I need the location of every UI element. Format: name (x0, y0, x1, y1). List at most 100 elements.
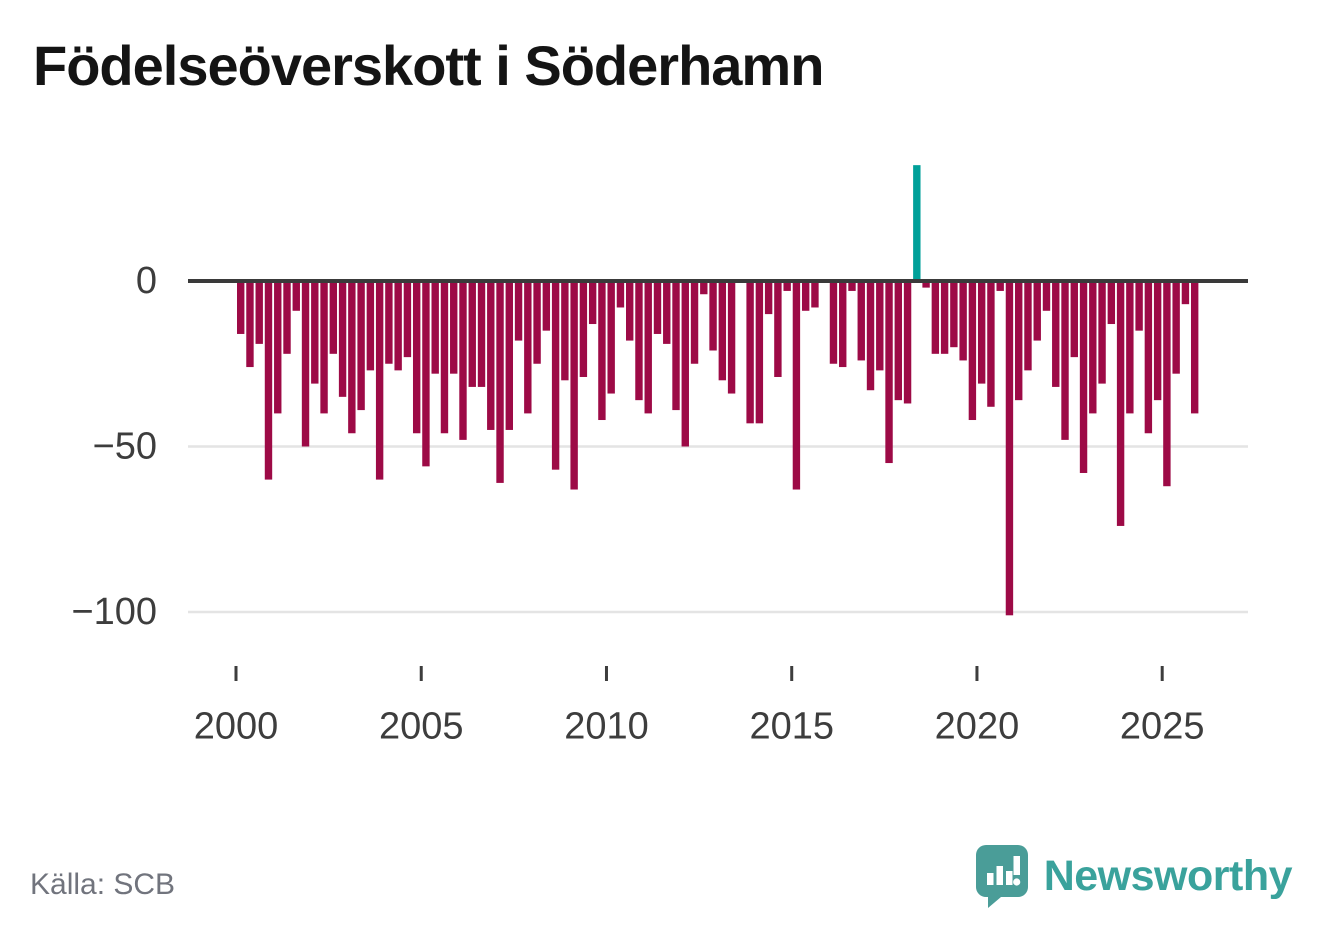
bar-2016Q2 (839, 281, 847, 368)
bar-2019Q1 (940, 281, 949, 354)
bar-2018Q1 (903, 281, 912, 404)
bar-2010Q2 (616, 281, 625, 308)
bar-2024Q1 (1126, 281, 1134, 414)
bar-2021Q2 (1024, 281, 1032, 371)
bar-chart: 0 −50 −100 2000 2005 2010 2015 2020 2025 (71, 165, 1248, 747)
bar-2004Q1 (385, 281, 393, 364)
newsworthy-brand: Newsworthy (975, 844, 1293, 908)
bar-2018Q4 (931, 281, 940, 354)
logo-exclamation-stem (1013, 856, 1020, 875)
bar-2022Q3 (1070, 281, 1078, 358)
bar-2003Q1 (348, 281, 356, 434)
bar-2018Q2 (913, 165, 921, 281)
bar-2006Q2 (468, 281, 476, 387)
bar-2001Q2 (283, 281, 291, 354)
x-axis-label-2005: 2005 (379, 705, 464, 747)
newsworthy-logo-icon (975, 845, 1028, 908)
bar-2022Q2 (1061, 281, 1069, 440)
bar-2000Q3 (255, 281, 263, 344)
bar-2002Q4 (338, 281, 347, 397)
bar-2006Q4 (487, 281, 495, 430)
bar-2003Q2 (357, 281, 365, 411)
bar-2012Q1 (681, 281, 689, 447)
bar-2015Q3 (811, 281, 819, 308)
bar-2011Q2 (653, 281, 662, 334)
bar-2019Q2 (950, 281, 958, 348)
bar-2023Q3 (1107, 281, 1116, 325)
bar-2010Q3 (626, 281, 634, 341)
bar-2023Q1 (1089, 281, 1097, 414)
bar-2001Q3 (292, 281, 300, 311)
bar-2000Q4 (264, 281, 273, 480)
bar-2011Q4 (672, 281, 680, 411)
bar-2002Q1 (311, 281, 319, 384)
bar-2022Q4 (1079, 281, 1088, 473)
y-axis-label-−50: −50 (93, 426, 157, 468)
y-axis-label-−100: −100 (71, 591, 157, 633)
y-axis-label-0: 0 (136, 260, 157, 302)
bar-2012Q2 (690, 281, 699, 364)
bar-2023Q4 (1116, 281, 1125, 526)
bar-2014Q1 (755, 281, 764, 424)
x-axis-label-2010: 2010 (564, 705, 649, 747)
bar-2017Q2 (876, 281, 884, 371)
bar-2019Q3 (959, 281, 967, 361)
bar-2006Q1 (459, 281, 467, 440)
bar-2025Q2 (1172, 281, 1180, 374)
bar-2009Q4 (598, 281, 606, 421)
bar-2005Q4 (450, 281, 458, 374)
bar-2015Q2 (801, 281, 810, 311)
bar-2011Q1 (644, 281, 652, 414)
bar-2016Q4 (857, 281, 865, 361)
logo-bar-3 (1005, 871, 1013, 885)
bar-2023Q2 (1098, 281, 1106, 384)
logo-bar-2 (996, 866, 1003, 885)
bar-2007Q3 (514, 281, 523, 341)
bar-2008Q2 (542, 281, 551, 331)
bar-2017Q1 (866, 281, 875, 391)
bar-2012Q3 (700, 281, 708, 295)
bar-2008Q1 (533, 281, 541, 364)
bar-2006Q3 (477, 281, 486, 387)
bar-2001Q1 (274, 281, 282, 414)
bar-2020Q1 (977, 281, 986, 384)
bar-2013Q1 (718, 281, 727, 381)
bar-2022Q1 (1052, 281, 1060, 387)
bar-2019Q4 (968, 281, 977, 421)
bar-2004Q2 (394, 281, 402, 371)
bar-2008Q3 (551, 281, 560, 470)
bar-2008Q4 (561, 281, 569, 381)
bar-2007Q4 (524, 281, 532, 414)
bar-2025Q1 (1163, 281, 1171, 487)
x-axis-label-2015: 2015 (749, 705, 834, 747)
x-axis-label-2020: 2020 (935, 705, 1020, 747)
bar-2024Q2 (1135, 281, 1143, 331)
bar-2007Q2 (505, 281, 513, 430)
source-label: Källa: SCB (30, 868, 176, 901)
bar-2004Q4 (412, 281, 421, 434)
bar-2020Q3 (996, 281, 1004, 291)
logo-bar-1 (986, 873, 994, 885)
bar-2011Q3 (663, 281, 671, 344)
bar-2021Q3 (1033, 281, 1041, 341)
x-axis-label-2025: 2025 (1120, 705, 1205, 747)
bar-2015Q1 (792, 281, 801, 490)
bar-2021Q4 (1042, 281, 1051, 311)
bar-2017Q4 (894, 281, 903, 401)
bar-2020Q2 (987, 281, 995, 407)
bar-2013Q2 (727, 281, 736, 394)
bar-2014Q2 (764, 281, 773, 315)
bar-2024Q3 (1144, 281, 1153, 434)
bar-2000Q1 (237, 281, 245, 334)
bar-2021Q1 (1015, 281, 1023, 401)
bar-2017Q3 (885, 281, 893, 464)
bar-2002Q3 (329, 281, 338, 354)
bar-2010Q4 (635, 281, 643, 401)
bar-2025Q3 (1181, 281, 1190, 305)
bar-2009Q3 (588, 281, 597, 325)
x-axis-label-2000: 2000 (194, 705, 279, 747)
bar-2000Q2 (246, 281, 254, 368)
bar-2003Q3 (366, 281, 375, 371)
bar-2016Q3 (848, 281, 856, 291)
bar-2024Q4 (1153, 281, 1162, 401)
